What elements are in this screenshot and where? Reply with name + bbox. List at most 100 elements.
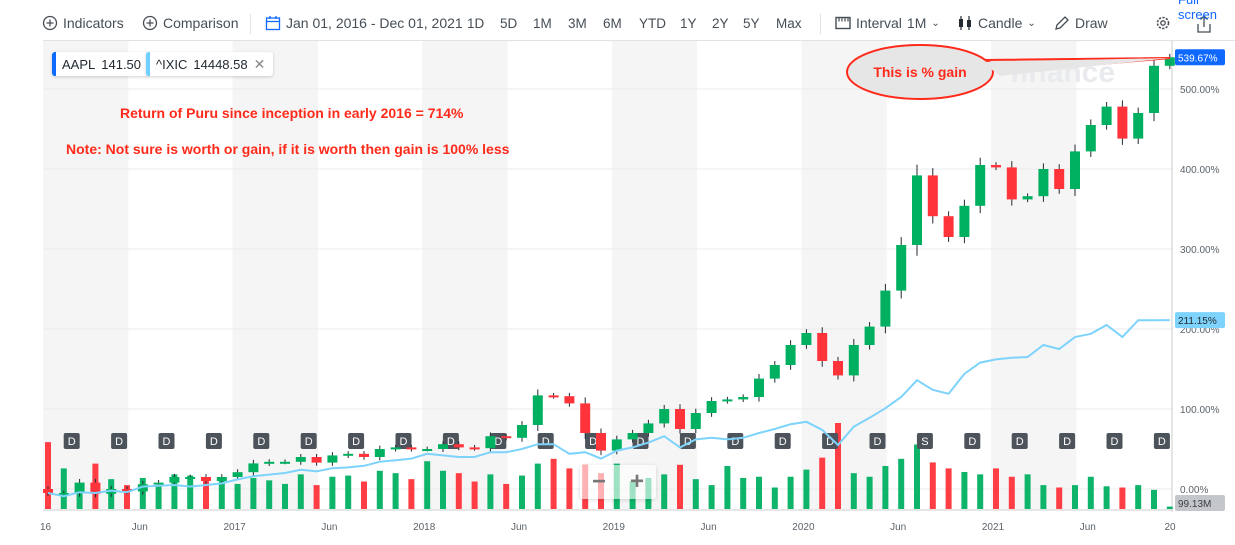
ruler-icon xyxy=(835,16,851,30)
range-ytd[interactable]: YTD xyxy=(639,16,666,31)
range-5d[interactable]: 5D xyxy=(500,16,518,31)
candle xyxy=(896,237,907,299)
candle-body xyxy=(675,409,685,429)
callout-text: This is % gain xyxy=(873,64,966,80)
volume-bar xyxy=(408,479,415,509)
zoom-in-button[interactable]: + xyxy=(629,468,644,495)
range-1m[interactable]: 1M xyxy=(533,16,552,31)
event-marker-label: D xyxy=(1016,436,1024,448)
aapl-last-badge-bg xyxy=(1175,49,1225,66)
zoom-out-button[interactable]: − xyxy=(591,468,606,495)
candle xyxy=(1022,193,1033,203)
period-band xyxy=(422,41,508,509)
candle xyxy=(90,478,101,498)
candle xyxy=(690,408,701,434)
volume-bar xyxy=(487,474,494,509)
event-marker xyxy=(916,433,933,449)
candle xyxy=(343,451,354,458)
range-1d[interactable]: 1D xyxy=(467,16,485,31)
event-marker xyxy=(1011,433,1028,449)
settings-button[interactable] xyxy=(1155,15,1171,31)
candle-body xyxy=(690,413,701,429)
candle-body xyxy=(975,165,986,206)
event-marker-label: D xyxy=(115,436,123,448)
event-marker xyxy=(111,433,128,449)
range-2y[interactable]: 2Y xyxy=(712,16,729,31)
candle xyxy=(438,441,448,452)
legend-aapl[interactable]: AAPL 141.50 xyxy=(52,52,150,76)
volume-bar xyxy=(1135,485,1142,509)
volume-bar xyxy=(297,474,304,509)
share-button[interactable] xyxy=(1196,15,1212,33)
candle xyxy=(833,356,843,380)
candle-body xyxy=(927,175,938,217)
event-marker-label: D xyxy=(447,436,455,448)
candle xyxy=(659,404,670,428)
candle-body xyxy=(438,444,448,449)
interval-value: 1M xyxy=(906,15,927,31)
series-color-swatch xyxy=(52,52,56,76)
volume-bar xyxy=(1040,485,1047,509)
candle-body xyxy=(785,345,796,365)
volume-bar xyxy=(1166,506,1173,509)
date-range-button[interactable]: Jan 01, 2016 - Dec 01, 2021 xyxy=(265,15,463,31)
full-screen-link[interactable]: Full screen xyxy=(1178,0,1218,22)
legend-ixic[interactable]: ^IXIC 14448.58 ✕ xyxy=(146,52,274,76)
event-marker-label: D xyxy=(731,436,739,448)
draw-button[interactable]: Draw xyxy=(1054,15,1108,31)
x-tick-label: Jun xyxy=(511,522,527,533)
event-marker-label: D xyxy=(494,436,502,448)
ixic-last-badge-bg xyxy=(1175,312,1225,329)
plus-circle-icon xyxy=(42,15,58,31)
series-color-swatch xyxy=(146,52,150,76)
candle xyxy=(201,474,211,484)
chart-type-dropdown[interactable]: Candle ⌄ xyxy=(957,15,1036,31)
event-marker-label: D xyxy=(968,436,976,448)
candle xyxy=(1085,119,1096,157)
candle-body xyxy=(1117,106,1128,139)
candle xyxy=(406,444,417,452)
range-3m[interactable]: 3M xyxy=(568,16,587,31)
candle-body xyxy=(864,326,875,345)
volume-bar xyxy=(45,442,51,509)
chart-type-label: Candle xyxy=(978,15,1023,31)
volume-bar xyxy=(534,463,541,509)
volume-bar xyxy=(1008,476,1015,509)
x-tick-label: 2018 xyxy=(413,522,436,533)
candle-body xyxy=(801,333,812,345)
candle xyxy=(880,283,891,334)
range-5y[interactable]: 5Y xyxy=(743,16,760,31)
volume-bar xyxy=(1072,485,1078,509)
range-1y[interactable]: 1Y xyxy=(680,16,697,31)
candle xyxy=(453,441,464,451)
candle-body xyxy=(216,477,227,481)
interval-dropdown[interactable]: Interval 1M ⌄ xyxy=(835,15,940,31)
comparison-button[interactable]: Comparison xyxy=(142,15,238,31)
indicators-button[interactable]: Indicators xyxy=(42,15,124,31)
candle-body xyxy=(43,489,53,493)
candle-body xyxy=(738,397,749,400)
candle-body xyxy=(374,449,385,457)
event-marker xyxy=(205,433,222,449)
event-marker-label: D xyxy=(1063,436,1071,448)
range-max[interactable]: Max xyxy=(776,16,802,31)
volume-bar xyxy=(835,423,841,509)
volume-bar xyxy=(1103,486,1110,509)
candle-body xyxy=(1085,125,1096,152)
event-marker-label: D xyxy=(684,436,692,448)
event-marker-label: D xyxy=(542,436,550,448)
candle-body xyxy=(912,175,922,245)
period-band xyxy=(991,41,1077,509)
range-6m[interactable]: 6M xyxy=(603,16,622,31)
candle xyxy=(280,459,290,465)
event-marker xyxy=(1153,433,1170,449)
event-marker xyxy=(774,433,791,449)
candle xyxy=(374,445,385,461)
volume-bar xyxy=(692,479,699,509)
volume-bar xyxy=(503,483,510,509)
ixic-line xyxy=(47,319,1170,498)
close-icon[interactable]: ✕ xyxy=(253,55,266,72)
candle xyxy=(74,478,85,497)
candle-body xyxy=(1149,65,1159,113)
